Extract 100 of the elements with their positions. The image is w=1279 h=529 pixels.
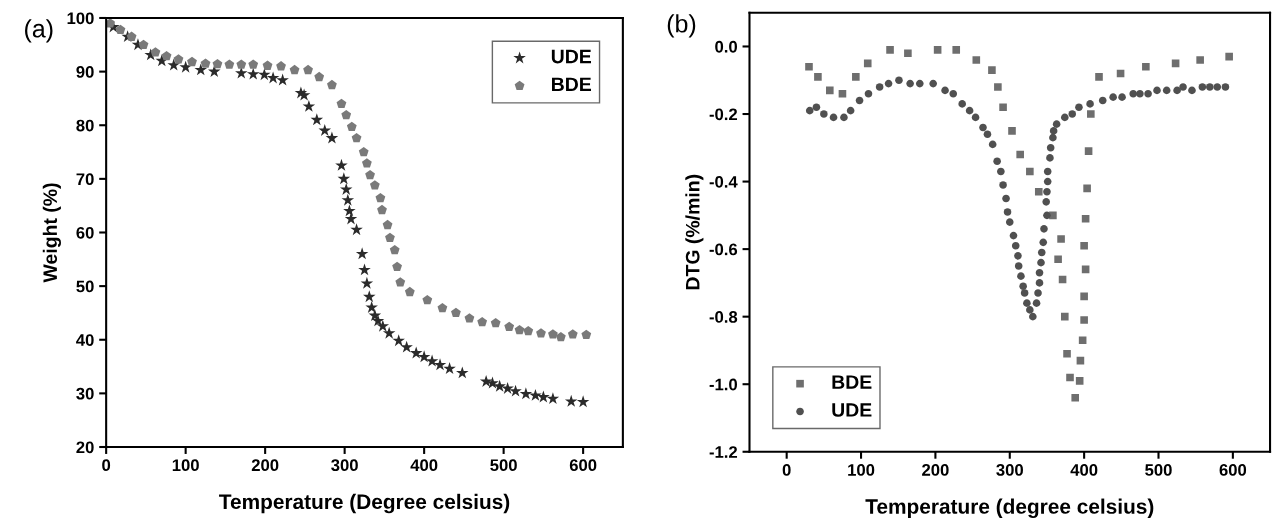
point xyxy=(336,98,347,108)
point xyxy=(377,204,387,215)
y-tick-label: 40 xyxy=(76,334,94,346)
point xyxy=(335,158,348,171)
y-tick-label: 60 xyxy=(76,226,94,239)
point xyxy=(302,99,316,112)
y-axis-title: DTG (%/min) xyxy=(685,174,704,290)
y-tick-label: 100 xyxy=(67,12,94,25)
legend-label: UDE xyxy=(832,403,872,417)
point xyxy=(1225,52,1233,61)
point xyxy=(514,324,525,335)
y-tick-label: -1.0 xyxy=(709,378,738,391)
point xyxy=(339,183,353,195)
text: (b) xyxy=(667,14,696,38)
text: (a) xyxy=(25,19,53,43)
point xyxy=(1075,377,1084,385)
point xyxy=(437,302,448,313)
point xyxy=(852,73,860,81)
point xyxy=(363,290,376,303)
x-tick-label: 400 xyxy=(1070,464,1098,476)
point xyxy=(314,71,325,82)
x-tick-label: 500 xyxy=(1145,464,1172,476)
point xyxy=(567,329,578,339)
point xyxy=(933,46,942,54)
point xyxy=(422,294,433,305)
point xyxy=(519,387,533,400)
point xyxy=(1095,73,1103,81)
legend-label: UDE xyxy=(551,49,591,64)
point xyxy=(1057,235,1065,243)
point xyxy=(150,47,161,57)
point xyxy=(546,392,560,405)
point xyxy=(1063,350,1071,358)
x-tick-label: 300 xyxy=(996,464,1023,476)
point xyxy=(346,121,357,132)
point xyxy=(1142,62,1150,71)
point xyxy=(1016,150,1024,159)
point xyxy=(994,83,1002,91)
point xyxy=(325,131,339,144)
y-tick-label: -0.4 xyxy=(709,175,738,188)
point xyxy=(490,317,501,328)
point xyxy=(1071,393,1080,402)
x-tick-label: 0 xyxy=(102,459,111,472)
point xyxy=(126,31,137,41)
point xyxy=(1008,127,1016,135)
point xyxy=(1087,110,1095,118)
y-tick-label: 50 xyxy=(76,280,94,293)
point xyxy=(369,180,380,190)
point xyxy=(548,329,558,339)
legend-label: BDE xyxy=(832,375,872,389)
point xyxy=(509,384,522,397)
y-tick-label: -0.2 xyxy=(709,108,738,121)
point xyxy=(360,276,374,289)
point xyxy=(371,314,385,327)
point xyxy=(1080,292,1088,301)
point xyxy=(409,346,423,359)
y-tick-label: 70 xyxy=(76,173,94,186)
point xyxy=(355,247,369,260)
point xyxy=(564,394,578,407)
point xyxy=(814,73,822,81)
point xyxy=(477,316,488,327)
point xyxy=(362,158,372,168)
point xyxy=(246,67,260,80)
x-tick-label: 200 xyxy=(251,459,279,472)
point xyxy=(451,307,461,318)
point xyxy=(417,350,431,363)
point xyxy=(443,362,456,375)
point xyxy=(805,62,813,71)
point xyxy=(536,328,546,338)
y-tick-label: 80 xyxy=(76,119,94,132)
x-tick-label: 300 xyxy=(331,459,358,472)
point xyxy=(404,286,415,297)
y-tick-label: 30 xyxy=(76,387,94,400)
point xyxy=(1081,214,1090,223)
point xyxy=(392,334,405,347)
point xyxy=(138,39,149,49)
point xyxy=(224,59,235,69)
point xyxy=(375,193,386,203)
point xyxy=(838,89,847,98)
point xyxy=(161,50,172,61)
point xyxy=(504,321,515,332)
point xyxy=(173,54,184,64)
point xyxy=(341,193,355,206)
point xyxy=(537,390,550,403)
point xyxy=(952,46,961,54)
point xyxy=(200,58,211,68)
point xyxy=(236,59,247,69)
point xyxy=(1196,56,1204,64)
point xyxy=(1084,147,1093,155)
point xyxy=(187,56,197,67)
y-tick-label: 90 xyxy=(76,66,94,78)
point xyxy=(303,64,313,75)
point xyxy=(310,113,324,126)
point xyxy=(351,132,362,143)
point xyxy=(276,61,286,71)
point xyxy=(358,146,369,157)
y-tick-label: -0.6 xyxy=(709,243,738,256)
x-axis-title: Temperature (degree celsius) xyxy=(865,498,1154,519)
point xyxy=(276,73,289,86)
point xyxy=(1026,167,1034,176)
point xyxy=(581,329,592,340)
